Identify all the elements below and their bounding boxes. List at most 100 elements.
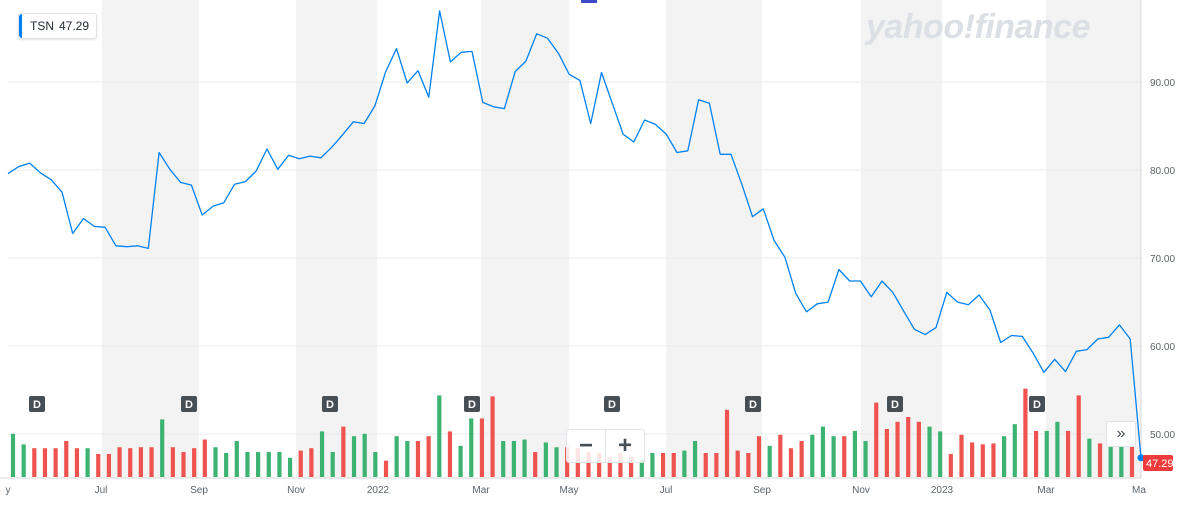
volume-bar [277, 452, 282, 477]
ticker-badge[interactable]: TSN 47.29 [18, 13, 98, 39]
volume-bar [959, 434, 964, 477]
volume-bar [341, 426, 346, 477]
volume-bar [21, 444, 26, 477]
x-tick-label: Sep [753, 485, 771, 496]
volume-bar [714, 453, 719, 477]
ticker-color-bar [19, 14, 22, 38]
last-price-badge: 47.29 [1143, 455, 1174, 471]
volume-bar [1044, 430, 1049, 477]
dividend-marker[interactable]: D [181, 396, 197, 412]
volume-bar [160, 419, 165, 477]
scroll-forward-button[interactable]: » [1106, 421, 1136, 447]
volume-bar [245, 452, 250, 477]
dividend-marker[interactable]: D [322, 396, 338, 412]
volume-bar [224, 453, 229, 477]
volume-bar [618, 453, 623, 477]
dividend-marker[interactable]: D [464, 396, 480, 412]
x-tick-label: May [560, 485, 579, 496]
x-tick-label: Nov [287, 485, 305, 496]
dividend-marker[interactable]: D [1029, 396, 1045, 412]
volume-bar [149, 447, 154, 477]
volume-bar [362, 433, 367, 477]
volume-bar [1065, 430, 1071, 477]
dividend-label: D [608, 399, 616, 411]
volume-bar [682, 450, 687, 477]
volume-bar [351, 436, 357, 477]
dividend-marker[interactable]: D [745, 396, 761, 412]
volume-bar [266, 452, 271, 477]
volume-bar [479, 418, 485, 477]
volume-bar [170, 447, 175, 477]
volume-bar [1108, 443, 1113, 477]
volume-bar [511, 441, 516, 477]
month-band [481, 0, 569, 478]
dividend-label: D [33, 399, 41, 411]
zoom-out-button[interactable]: − [578, 432, 593, 459]
volume-bar [948, 453, 953, 477]
x-tick-label: 2023 [931, 485, 954, 496]
volume-bar [181, 452, 186, 477]
x-tick-label: Sep [190, 485, 208, 496]
volume-bar [53, 448, 58, 477]
x-tick-label: Mar [1037, 485, 1055, 496]
month-bands [102, 0, 1141, 478]
volume-bar [938, 431, 943, 477]
volume-bar [287, 457, 293, 477]
volume-bar [64, 441, 69, 477]
volume-bar [831, 436, 836, 477]
x-tick-label: 2022 [367, 485, 390, 496]
dividend-marker[interactable]: D [604, 396, 620, 412]
volume-bar [1033, 430, 1039, 477]
volume-bar [799, 441, 804, 477]
dividend-label: D [185, 399, 193, 411]
x-axis-labels: y Jul Sep Nov 2022 Mar May Jul Sep Nov 2023 Mar Ma [6, 485, 1147, 496]
volume-bar [42, 448, 48, 477]
volume-bar [767, 445, 772, 477]
volume-bar [213, 447, 218, 477]
volume-bar [426, 436, 431, 477]
volume-bar [746, 453, 751, 477]
volume-bar [1129, 438, 1135, 477]
x-tick-label: Jul [95, 485, 108, 496]
grid-lines [0, 0, 1142, 479]
volume-bar [863, 441, 868, 477]
volume-bar [330, 452, 335, 477]
volume-bar [671, 453, 676, 477]
volume-bar [1097, 443, 1103, 477]
volume-bar [96, 453, 101, 477]
ticker-price: 47.29 [59, 19, 90, 33]
price-line [7, 10, 1142, 458]
volume-bar [874, 402, 879, 477]
y-tick-label: 60.00 [1150, 342, 1175, 353]
volume-bar [74, 448, 80, 477]
zoom-in-button[interactable]: + [605, 430, 644, 462]
volume-bar [660, 453, 666, 477]
volume-bar [394, 436, 399, 477]
dividend-label: D [749, 399, 757, 411]
volume-bar [554, 447, 559, 477]
volume-bar [756, 436, 762, 477]
volume-bar [820, 426, 826, 477]
volume-bar [1012, 424, 1017, 477]
dividend-marker[interactable]: D [887, 396, 903, 412]
volume-bar [735, 450, 740, 477]
volume-bar [85, 448, 90, 477]
volume-bar [1119, 429, 1124, 477]
volume-bar [309, 448, 314, 477]
volume-bar [884, 429, 889, 477]
volume-bar [128, 448, 133, 477]
volume-bar [415, 441, 421, 477]
dividend-marker[interactable]: D [29, 396, 45, 412]
volume-bar [405, 441, 410, 477]
volume-bar [724, 409, 730, 477]
dividend-label: D [891, 399, 899, 411]
volume-bar [970, 442, 975, 477]
volume-bar [106, 453, 112, 477]
y-tick-label: 70.00 [1150, 254, 1175, 265]
volume-bars [10, 388, 1135, 477]
y-tick-label: 50.00 [1150, 430, 1175, 441]
volume-bar [533, 452, 538, 477]
volume-bar [895, 421, 900, 477]
volume-bar [138, 447, 143, 477]
